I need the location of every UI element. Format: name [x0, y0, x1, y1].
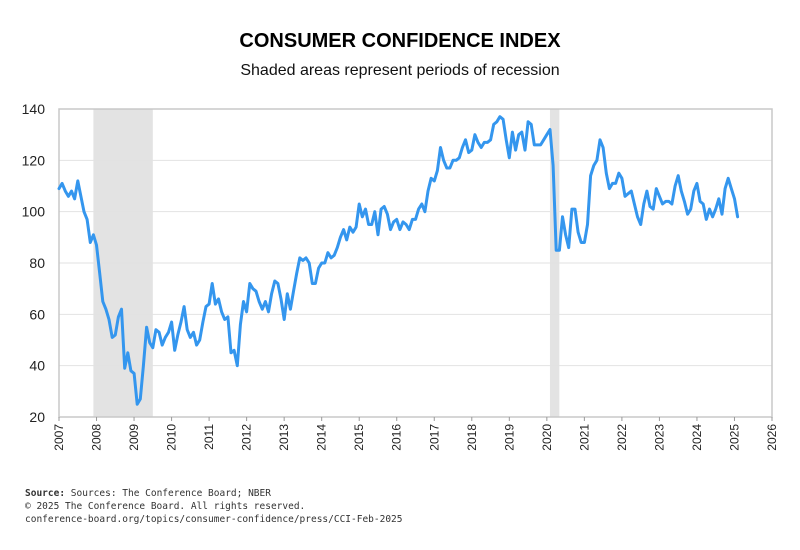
- source-text: Sources: The Conference Board; NBER: [70, 488, 271, 499]
- x-tick-label: 2014: [315, 424, 329, 451]
- y-tick-label: 140: [22, 101, 46, 117]
- y-tick-label: 40: [29, 358, 45, 374]
- copyright: © 2025 The Conference Board. All rights …: [25, 501, 306, 512]
- y-tick-label: 80: [29, 255, 45, 271]
- x-tick-label: 2022: [615, 424, 629, 451]
- x-tick-label: 2010: [165, 424, 179, 451]
- index-line: [57, 115, 740, 406]
- x-tick-label: 2021: [577, 424, 591, 451]
- x-tick-label: 2007: [52, 424, 66, 451]
- source-line: Source: Sources: The Conference Board; N…: [25, 487, 403, 500]
- source-label: Source:: [25, 488, 66, 499]
- x-tick-label: 2009: [127, 424, 141, 451]
- x-tick-label: 2011: [202, 424, 216, 450]
- x-tick-label: 2012: [240, 424, 254, 451]
- y-tick-label: 100: [22, 204, 46, 220]
- x-tick-label: 2008: [90, 424, 104, 451]
- x-tick-label: 2026: [765, 424, 779, 451]
- line-chart: 20 40 60 80 100 120 140 2007 2008 2009 2010 2011 201…: [22, 101, 779, 451]
- x-tick-label: 2024: [690, 424, 704, 451]
- x-tick-label: 2023: [652, 424, 666, 451]
- chart-title: CONSUMER CONFIDENCE INDEX: [239, 30, 561, 52]
- x-tick-label: 2015: [352, 424, 366, 451]
- x-tick-label: 2025: [727, 424, 741, 451]
- x-tick-label: 2020: [540, 424, 554, 451]
- x-tick-label: 2013: [277, 424, 291, 451]
- x-tick-label: 2019: [502, 424, 516, 451]
- footer: Source: Sources: The Conference Board; N…: [25, 487, 403, 526]
- y-tick-label: 60: [29, 306, 45, 322]
- source-url[interactable]: conference-board.org/topics/consumer-con…: [25, 514, 403, 525]
- x-tick-label: 2017: [427, 424, 441, 451]
- x-tick-label: 2018: [465, 424, 479, 451]
- y-tick-label: 20: [29, 409, 45, 425]
- y-tick-label: 120: [22, 152, 46, 168]
- chart-subtitle: Shaded areas represent periods of recess…: [240, 62, 560, 79]
- plot-frame: [58, 108, 773, 418]
- x-tick-label: 2016: [390, 424, 404, 451]
